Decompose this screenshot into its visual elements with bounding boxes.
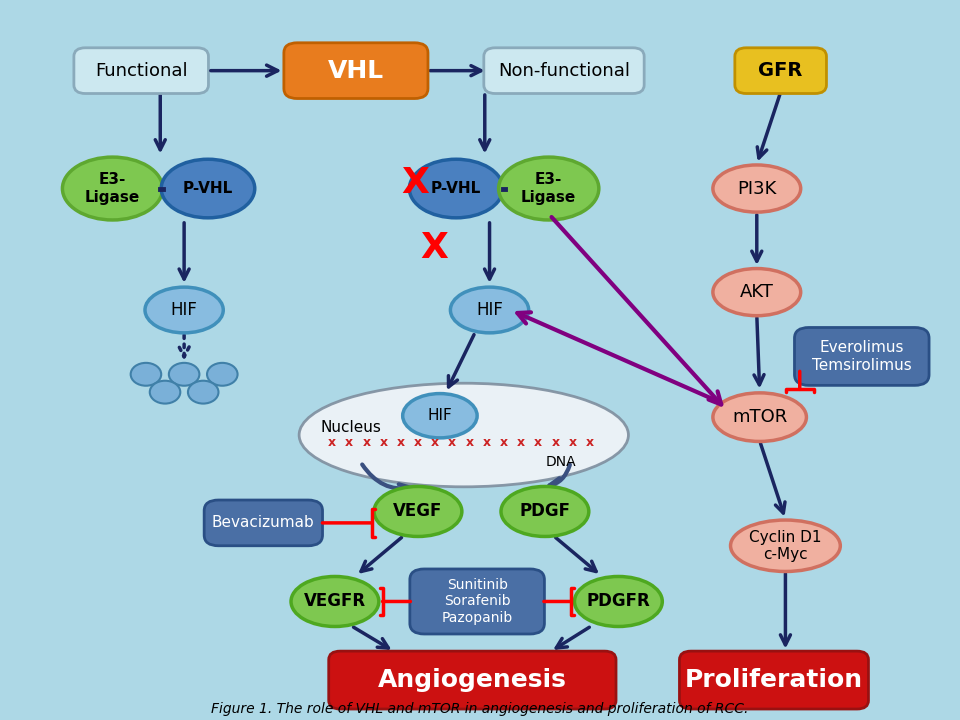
Ellipse shape (498, 157, 599, 220)
Ellipse shape (731, 520, 840, 572)
Ellipse shape (169, 363, 200, 386)
Text: X: X (420, 231, 448, 265)
Text: Cyclin D1
c-Myc: Cyclin D1 c-Myc (749, 529, 822, 562)
Text: GFR: GFR (758, 61, 803, 80)
Text: E3-
Ligase: E3- Ligase (521, 172, 576, 204)
Text: HIF: HIF (476, 301, 503, 319)
Ellipse shape (409, 159, 503, 218)
Text: x: x (448, 436, 456, 449)
Ellipse shape (145, 287, 224, 333)
Ellipse shape (291, 577, 379, 626)
Text: x: x (396, 436, 405, 449)
FancyBboxPatch shape (284, 42, 428, 99)
Text: Everolimus
Temsirolimus: Everolimus Temsirolimus (812, 341, 912, 373)
Text: HIF: HIF (427, 408, 452, 423)
FancyBboxPatch shape (680, 651, 869, 709)
Text: Non-functional: Non-functional (498, 62, 630, 80)
Ellipse shape (188, 381, 219, 404)
Ellipse shape (501, 487, 588, 536)
FancyBboxPatch shape (410, 569, 544, 634)
FancyBboxPatch shape (734, 48, 827, 94)
Text: x: x (534, 436, 542, 449)
Text: x: x (414, 436, 422, 449)
Text: E3-
Ligase: E3- Ligase (84, 172, 140, 204)
Text: x: x (568, 436, 577, 449)
Text: Sunitinib
Sorafenib
Pazopanib: Sunitinib Sorafenib Pazopanib (442, 578, 513, 625)
Text: Functional: Functional (95, 62, 187, 80)
Ellipse shape (450, 287, 529, 333)
Text: x: x (551, 436, 560, 449)
Ellipse shape (161, 159, 254, 218)
Ellipse shape (713, 165, 801, 212)
Text: x: x (379, 436, 388, 449)
FancyBboxPatch shape (328, 651, 616, 709)
Ellipse shape (300, 383, 629, 487)
FancyBboxPatch shape (74, 48, 208, 94)
Text: x: x (500, 436, 508, 449)
Text: PDGFR: PDGFR (587, 593, 650, 611)
Ellipse shape (713, 393, 806, 441)
Text: X: X (401, 166, 429, 200)
Text: Proliferation: Proliferation (684, 668, 863, 692)
Ellipse shape (402, 394, 477, 438)
FancyBboxPatch shape (204, 500, 323, 546)
Ellipse shape (207, 363, 237, 386)
Text: x: x (328, 436, 336, 449)
Ellipse shape (150, 381, 180, 404)
Text: VEGF: VEGF (394, 503, 443, 521)
Text: x: x (517, 436, 525, 449)
Ellipse shape (131, 363, 161, 386)
Text: x: x (362, 436, 371, 449)
Text: P-VHL: P-VHL (182, 181, 233, 196)
Ellipse shape (62, 157, 162, 220)
Text: mTOR: mTOR (732, 408, 787, 426)
Text: x: x (483, 436, 491, 449)
FancyArrowPatch shape (549, 465, 570, 489)
Text: VEGFR: VEGFR (304, 593, 366, 611)
Text: DNA: DNA (546, 455, 576, 469)
Text: VHL: VHL (328, 58, 384, 83)
Text: PDGF: PDGF (519, 503, 570, 521)
Ellipse shape (713, 269, 801, 315)
Text: P-VHL: P-VHL (431, 181, 481, 196)
Text: x: x (466, 436, 473, 449)
Text: Angiogenesis: Angiogenesis (378, 668, 566, 692)
FancyArrowPatch shape (362, 464, 411, 495)
Text: PI3K: PI3K (737, 179, 777, 197)
FancyBboxPatch shape (795, 328, 929, 385)
Text: Bevacizumab: Bevacizumab (212, 516, 315, 531)
Text: Nucleus: Nucleus (321, 420, 381, 436)
Ellipse shape (574, 577, 662, 626)
Ellipse shape (374, 487, 462, 536)
Text: x: x (431, 436, 440, 449)
Text: HIF: HIF (171, 301, 198, 319)
Text: Figure 1. The role of VHL and mTOR in angiogenesis and proliferation of RCC.: Figure 1. The role of VHL and mTOR in an… (211, 703, 749, 716)
Text: AKT: AKT (740, 283, 774, 301)
FancyBboxPatch shape (484, 48, 644, 94)
Text: x: x (346, 436, 353, 449)
Text: x: x (586, 436, 594, 449)
